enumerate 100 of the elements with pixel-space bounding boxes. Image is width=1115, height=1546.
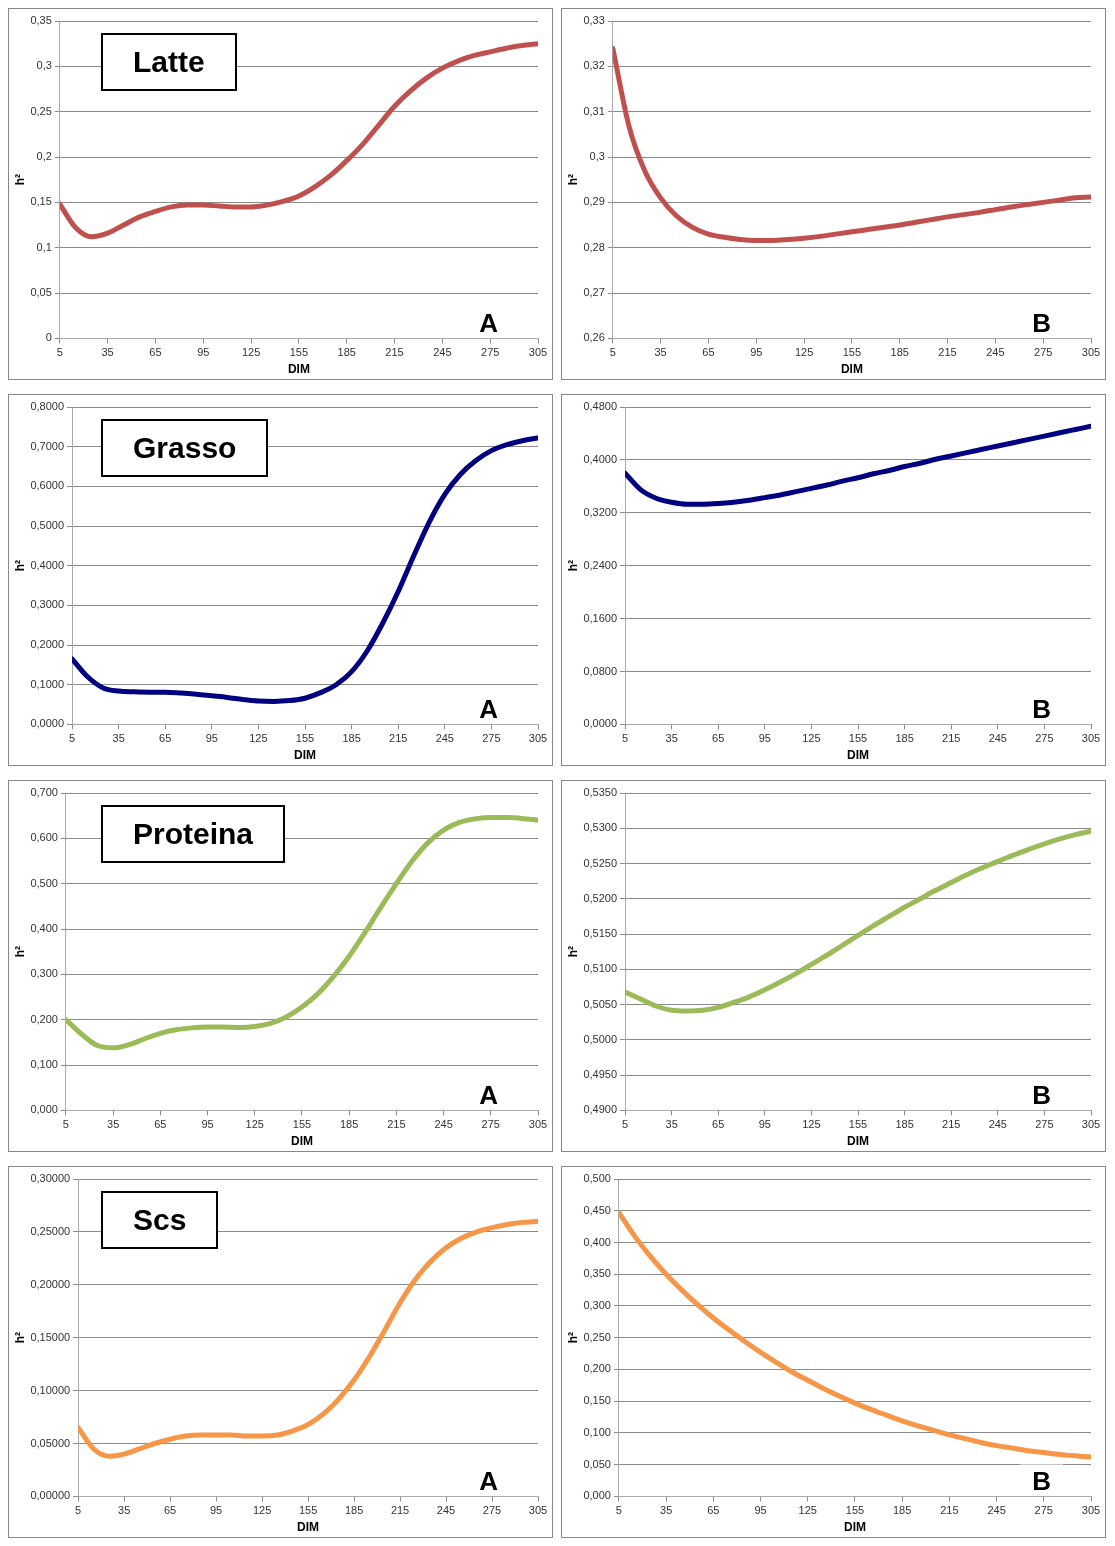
x-tick-label: 35 [112,732,125,745]
y-tick-label: 0,26 [583,331,605,344]
y-tick-label: 0,100 [583,1425,611,1438]
x-tick-label: 95 [209,1504,223,1517]
x-tick-label: 275 [1035,732,1054,745]
x-tick-label: 65 [149,346,162,359]
y-tick-label: 0,1 [36,240,52,253]
x-tick-label: 185 [895,732,914,745]
y-tick-label: 0,3000 [30,598,65,611]
x-tick-label: 65 [712,1118,725,1131]
x-tick-label: 155 [842,346,862,359]
x-tick-label: 305 [528,1118,548,1131]
x-tick-label: 185 [337,346,356,359]
x-axis-title: DIM [843,1520,866,1535]
x-tick-label: 155 [292,1118,312,1131]
x-tick-label: 65 [164,1504,177,1517]
x-tick-label: 215 [387,1118,406,1131]
y-tick-label: 0,15000 [30,1330,71,1343]
x-tick-label: 155 [845,1504,865,1517]
y-tick-label: 0,5150 [583,927,618,940]
y-tick-label: 0,20000 [30,1277,71,1290]
x-tick-label: 65 [154,1118,167,1131]
x-tick-label: 35 [118,1504,131,1517]
annotation: B [1032,1080,1051,1111]
x-tick-label: 155 [295,732,315,745]
x-tick-label: 125 [252,1504,272,1517]
y-tick-label: 0,050 [583,1457,611,1470]
x-tick-label: 35 [665,732,678,745]
y-axis-title: h² [565,560,580,572]
x-axis-title: DIM [840,362,863,377]
x-tick-label: 275 [1035,1118,1054,1131]
x-tick-label: 305 [528,732,548,745]
annotation: A [479,308,499,339]
y-tick-label: 0,5300 [583,821,618,834]
y-tick-label: 0,25000 [30,1224,71,1237]
y-tick-label: 0,4900 [583,1103,618,1116]
y-axis-title: h² [12,946,27,958]
x-axis-title: DIM [290,1134,313,1149]
x-tick-label: 95 [758,1118,771,1131]
y-tick-label: 0,000 [583,1489,611,1502]
y-tick-label: 0,200 [583,1362,611,1375]
y-tick-label: 0,5250 [583,856,618,869]
x-tick-label: 185 [892,1504,912,1517]
y-tick-label: 0,7000 [30,439,65,452]
y-tick-label: 0,1000 [30,677,65,690]
y-tick-label: 0,2 [36,150,52,163]
x-tick-label: 5 [621,1118,629,1131]
y-axis-title: h² [12,560,27,572]
x-tick-label: 215 [390,1504,410,1517]
y-tick-label: 0,25 [30,104,52,117]
text: Scs [101,1191,219,1249]
x-axis-title: DIM [297,1520,320,1535]
y-tick-label: 0,3200 [583,505,618,518]
y-tick-label: 0,5050 [583,997,618,1010]
y-tick-label: 0,400 [583,1235,611,1248]
x-tick-label: 125 [241,346,261,359]
x-tick-label: 245 [436,1504,456,1517]
x-tick-label: 155 [289,346,309,359]
x-tick-label: 215 [940,1504,959,1517]
x-tick-label: 275 [482,1504,502,1517]
x-tick-label: 65 [159,732,172,745]
x-tick-label: 155 [848,732,868,745]
x-tick-label: 155 [848,1118,868,1131]
annotation: B [1032,308,1051,339]
y-tick-label: 0,5100 [583,962,618,975]
x-tick-label: 5 [56,346,63,359]
x-tick-label: 95 [750,346,763,359]
x-tick-label: 95 [197,346,210,359]
x-tick-label: 245 [988,1118,1007,1131]
x-tick-label: 125 [798,1504,817,1517]
x-tick-label: 185 [895,1118,914,1131]
y-tick-label: 0,4950 [583,1068,618,1081]
x-tick-label: 215 [942,732,961,745]
y-tick-label: 0,6000 [30,479,65,492]
x-tick-label: 95 [758,732,771,745]
x-tick-label: 305 [1081,1118,1101,1131]
y-tick-label: 0,400 [30,922,58,935]
y-tick-label: 0,300 [583,1298,611,1311]
x-tick-label: 65 [702,346,715,359]
x-axis-title: DIM [294,748,317,763]
x-tick-label: 125 [794,346,814,359]
y-axis-title: h² [565,174,580,186]
x-tick-label: 185 [339,1118,359,1131]
x-tick-label: 245 [986,346,1005,359]
x-tick-label: 65 [712,732,725,745]
x-tick-label: 275 [1034,1504,1053,1517]
y-tick-label: 0,35 [30,14,52,27]
x-tick-label: 305 [1081,1504,1101,1517]
y-tick-label: 0,5000 [583,1032,618,1045]
x-tick-label: 125 [802,732,821,745]
x-tick-label: 35 [654,346,667,359]
y-tick-label: 0,05000 [30,1436,71,1449]
text: Proteina [101,805,286,863]
y-tick-label: 0,32 [583,59,605,72]
y-axis-title: h² [12,174,27,186]
x-tick-label: 155 [298,1504,318,1517]
y-tick-label: 0,500 [583,1172,611,1185]
x-tick-label: 305 [1081,346,1101,359]
x-tick-label: 245 [988,732,1007,745]
annotation: B [1032,694,1051,725]
